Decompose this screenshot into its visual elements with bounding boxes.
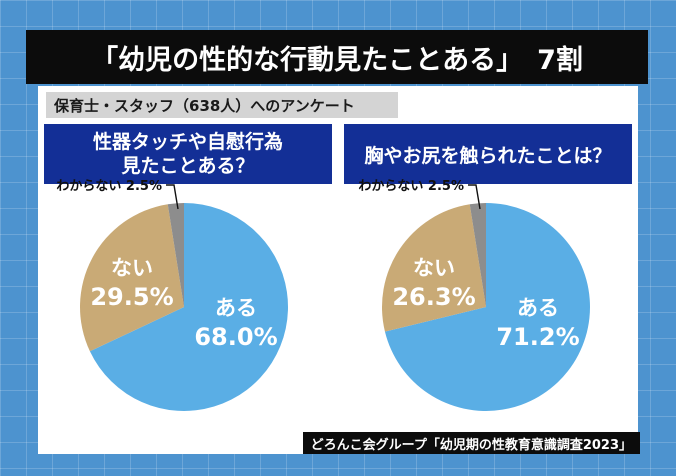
content-panel: 保育士・スタッフ（638人）へのアンケート 性器タッチや自慰行為 見たことある？… (38, 86, 638, 454)
pie2-value-no: 26.3% (392, 283, 475, 311)
title-bar: 「幼児の性的な行動見たことある」 7割 (26, 30, 648, 84)
pie1-value-yes: 68.0% (194, 323, 277, 351)
pie1-slice-yes (89, 203, 289, 411)
pie1-slice-unknown (167, 203, 184, 307)
pie2-value-yes: 71.2% (496, 323, 579, 351)
pie2-leader-line (468, 184, 481, 210)
pie1-leader-line (166, 184, 179, 210)
survey-label: 保育士・スタッフ（638人）へのアンケート (46, 92, 398, 118)
pie1-label-no: ない (111, 256, 153, 280)
title-ratio: 7割 (537, 44, 583, 76)
pie2-label-yes: ある (517, 296, 559, 320)
pie1-label-yes: ある (215, 296, 257, 320)
pie1-label-unknown: わからない 2.5% (56, 179, 162, 194)
pie2-slice-unknown (469, 203, 486, 307)
pie2-slice-yes (384, 203, 590, 411)
question-box-2: 胸やお尻を触られたことは？ (344, 124, 632, 184)
question-box-1: 性器タッチや自慰行為 見たことある？ (44, 124, 332, 184)
source-caption: どろんこ会グループ「幼児期の性教育意識調査2023」 (302, 432, 640, 454)
pie-charts: ある 68.0% ない 29.5% わからない 2.5% ある 71.2% ない 26.3% わか… (56, 179, 590, 411)
question-2-text: 胸やお尻を触られたことは？ (364, 144, 612, 167)
title-main: 「幼児の性的な行動見たことある」 (91, 44, 524, 76)
pie2-slice-no (381, 204, 486, 332)
pie2-label-unknown: わからない 2.5% (358, 179, 464, 194)
pie1-value-no: 29.5% (90, 283, 173, 311)
question-1-text: 性器タッチや自慰行為 見たことある？ (92, 131, 283, 177)
pie1-slice-no (80, 204, 184, 352)
pie2-label-no: ない (413, 256, 455, 280)
